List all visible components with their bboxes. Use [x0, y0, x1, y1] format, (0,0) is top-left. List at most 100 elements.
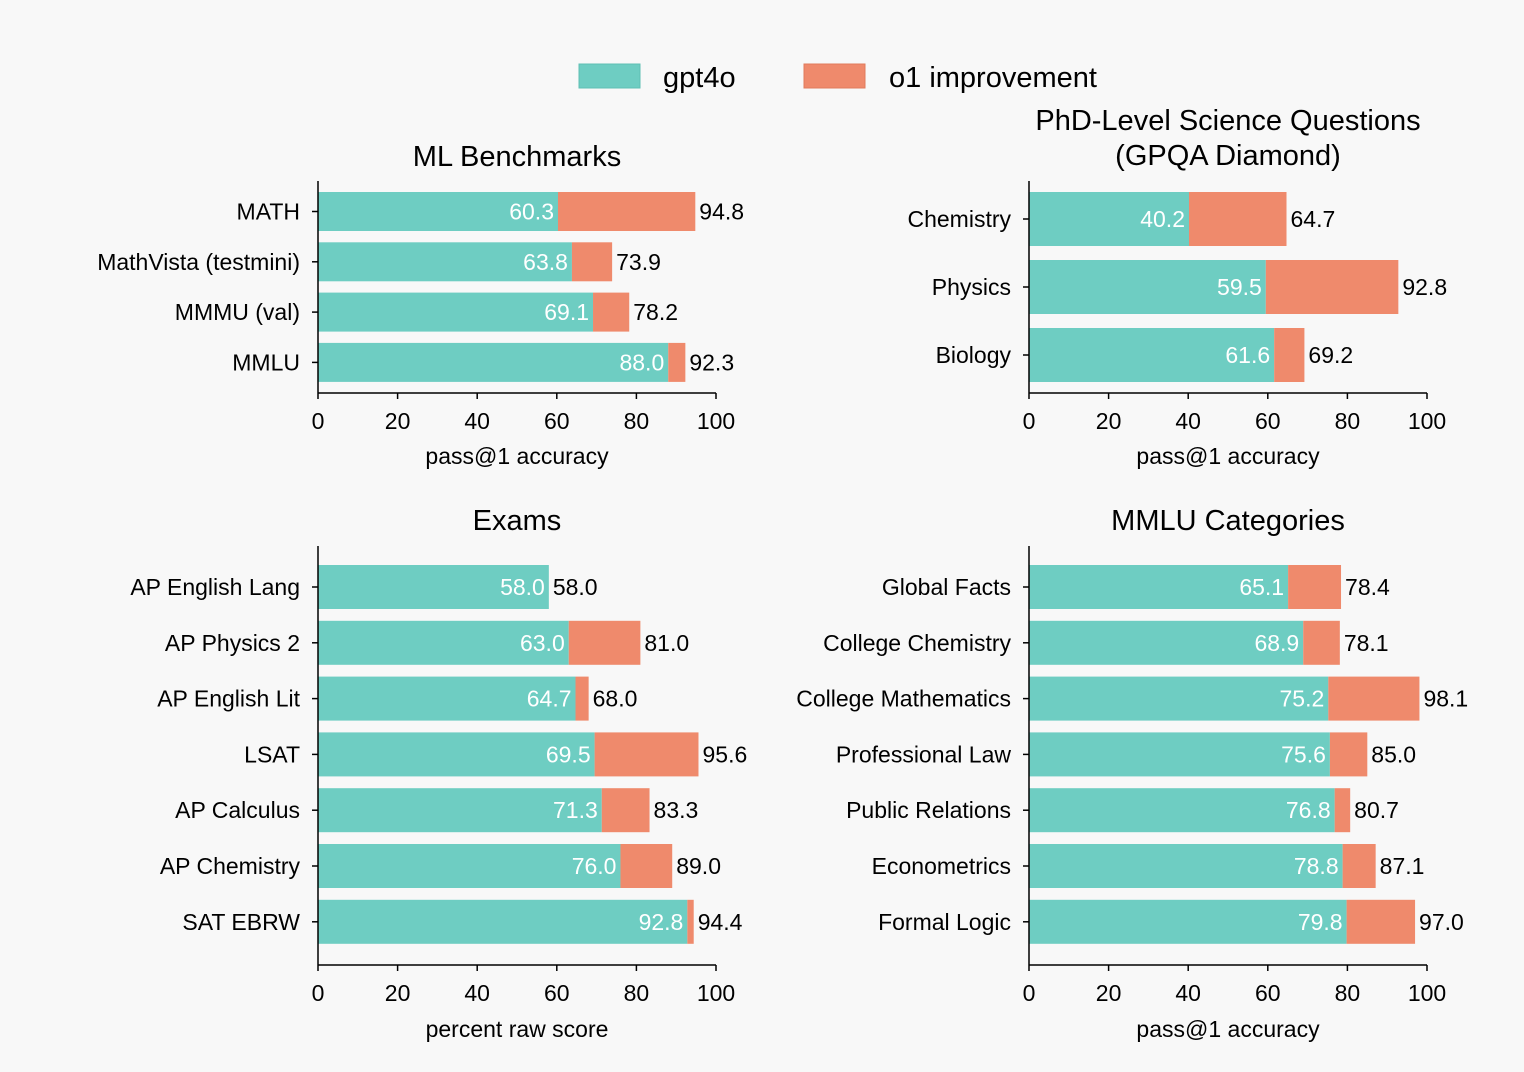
- x-tick-label: 40: [464, 408, 490, 434]
- data-label-o1: 94.8: [699, 199, 744, 225]
- y-tick-label: AP English Lang: [130, 574, 300, 600]
- data-label-gpt4o: 59.5: [1217, 274, 1262, 300]
- chart-panel-1: ML Benchmarks 60.3 94.8 MATH 63.8 73.9 MathVis…: [97, 141, 744, 469]
- x-tick-label: 0: [1023, 408, 1036, 434]
- data-label-gpt4o: 71.3: [553, 797, 598, 823]
- data-label-gpt4o: 63.8: [523, 249, 568, 275]
- y-tick-label: Biology: [936, 342, 1012, 368]
- data-label-gpt4o: 65.1: [1239, 574, 1284, 600]
- bar-gpt4o: [318, 565, 549, 609]
- x-tick-label: 20: [385, 408, 411, 434]
- data-label-o1: 97.0: [1419, 909, 1464, 935]
- y-tick-label: College Chemistry: [823, 630, 1011, 656]
- y-tick-label: AP Physics 2: [165, 630, 300, 656]
- chart-title: PhD-Level Science Questions: [1035, 105, 1420, 137]
- data-label-gpt4o: 64.7: [527, 686, 572, 712]
- x-tick-label: 60: [1255, 408, 1281, 434]
- x-tick-label: 100: [1408, 980, 1446, 1006]
- bar-o1-improvement: [571, 242, 613, 282]
- legend-swatch-gpt4o: [578, 63, 641, 89]
- bar-o1-improvement: [594, 732, 699, 777]
- data-label-gpt4o: 92.8: [639, 909, 684, 935]
- bar-gpt4o: [318, 620, 569, 665]
- bar-o1-improvement: [1342, 844, 1376, 888]
- data-label-gpt4o: 61.6: [1225, 342, 1270, 368]
- y-tick-label: AP Calculus: [175, 797, 300, 823]
- bar-gpt4o: [1029, 844, 1343, 888]
- bar-gpt4o: [318, 242, 572, 282]
- x-tick-label: 60: [544, 408, 570, 434]
- data-label-o1: 81.0: [644, 630, 689, 656]
- bar-gpt4o: [318, 342, 669, 382]
- legend-label-gpt4o: gpt4o: [663, 62, 736, 94]
- bar-o1-improvement: [593, 292, 630, 332]
- y-tick-label: Professional Law: [836, 741, 1012, 767]
- bar-o1-improvement: [568, 620, 641, 665]
- bar-gpt4o: [1029, 899, 1347, 944]
- y-tick-label: MMLU: [232, 349, 300, 375]
- bar-o1-improvement: [575, 676, 589, 721]
- bar-gpt4o: [1029, 192, 1189, 246]
- y-tick-label: Public Relations: [846, 797, 1011, 823]
- chart-panel-2: PhD-Level Science Questions(GPQA Diamond…: [907, 105, 1447, 469]
- x-tick-label: 20: [1096, 408, 1122, 434]
- data-label-o1: 98.1: [1423, 686, 1468, 712]
- bar-gpt4o: [1029, 676, 1329, 721]
- bar-o1-improvement: [687, 899, 694, 944]
- x-tick-label: 80: [1335, 980, 1361, 1006]
- y-tick-label: MMMU (val): [175, 299, 300, 325]
- bar-o1-improvement: [1274, 328, 1305, 382]
- data-label-gpt4o: 75.6: [1281, 741, 1326, 767]
- x-tick-label: 100: [1408, 408, 1446, 434]
- data-label-o1: 73.9: [616, 249, 661, 275]
- y-tick-label: Physics: [932, 274, 1011, 300]
- data-label-gpt4o: 88.0: [619, 349, 664, 375]
- data-label-o1: 89.0: [676, 853, 721, 879]
- bar-o1-improvement: [1303, 620, 1340, 665]
- bar-o1-improvement: [668, 342, 686, 382]
- bar-o1-improvement: [1188, 192, 1287, 246]
- chart-title: ML Benchmarks: [413, 141, 621, 173]
- x-tick-label: 100: [697, 980, 735, 1006]
- data-label-gpt4o: 58.0: [500, 574, 545, 600]
- data-label-o1: 68.0: [593, 686, 638, 712]
- y-tick-label: AP English Lit: [157, 686, 300, 712]
- x-tick-label: 60: [544, 980, 570, 1006]
- y-tick-label: College Mathematics: [796, 686, 1011, 712]
- x-axis-label: pass@1 accuracy: [425, 443, 609, 469]
- bar-gpt4o: [1029, 565, 1289, 609]
- bar-gpt4o: [1029, 732, 1330, 777]
- x-tick-label: 40: [1175, 980, 1201, 1006]
- bar-gpt4o: [1029, 328, 1275, 382]
- data-label-o1: 92.3: [689, 349, 734, 375]
- bar-gpt4o: [318, 732, 595, 777]
- data-label-gpt4o: 63.0: [520, 630, 565, 656]
- bar-gpt4o: [1029, 788, 1335, 833]
- data-label-gpt4o: 76.0: [572, 853, 617, 879]
- x-tick-label: 80: [1335, 408, 1361, 434]
- chart-title: MMLU Categories: [1111, 505, 1345, 537]
- data-label-gpt4o: 78.8: [1294, 853, 1339, 879]
- bar-o1-improvement: [1346, 899, 1416, 944]
- bar-gpt4o: [1029, 260, 1266, 314]
- bar-gpt4o: [1029, 620, 1304, 665]
- bar-gpt4o: [318, 899, 688, 944]
- bar-gpt4o: [318, 192, 558, 231]
- data-label-gpt4o: 75.2: [1280, 686, 1325, 712]
- x-tick-label: 0: [312, 980, 325, 1006]
- bar-gpt4o: [318, 788, 602, 833]
- x-tick-label: 60: [1255, 980, 1281, 1006]
- data-label-gpt4o: 40.2: [1140, 206, 1185, 232]
- x-tick-label: 0: [312, 408, 325, 434]
- bar-o1-improvement: [557, 192, 696, 231]
- bar-gpt4o: [318, 676, 576, 721]
- data-label-o1: 64.7: [1291, 206, 1336, 232]
- data-label-o1: 83.3: [654, 797, 699, 823]
- x-tick-label: 40: [1175, 408, 1201, 434]
- bar-gpt4o: [318, 844, 621, 888]
- y-tick-label: MATH: [237, 199, 300, 225]
- y-tick-label: Chemistry: [907, 206, 1011, 232]
- x-axis-label: percent raw score: [426, 1016, 609, 1042]
- data-label-o1: 69.2: [1308, 342, 1353, 368]
